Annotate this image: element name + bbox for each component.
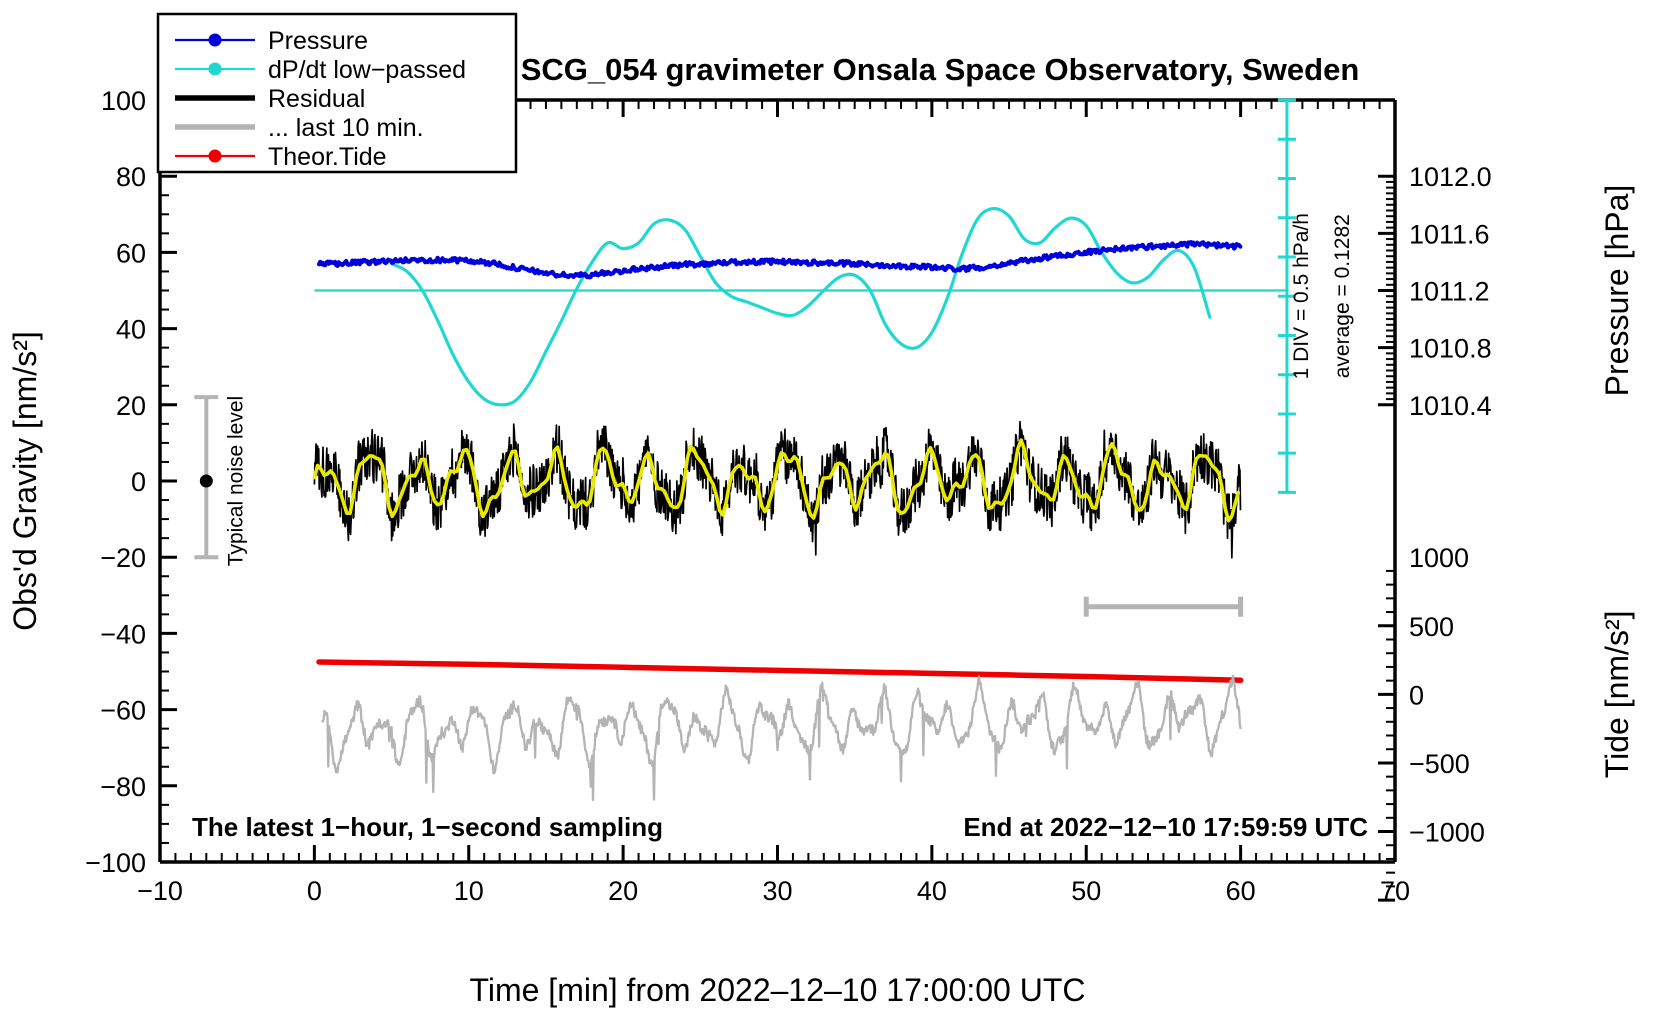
footer-left-label: The latest 1−hour, 1−second sampling (192, 812, 663, 842)
scalebar-div-label: 1 DIV = 0.5 hPa/h (1290, 213, 1313, 379)
pressure-tick-label: 1011.2 (1409, 277, 1490, 307)
tide-tick-label: 0 (1409, 680, 1424, 710)
pressure-tick-label: 1010.8 (1409, 334, 1492, 364)
y-tick-label: 0 (131, 467, 146, 497)
x-tick-label: 10 (454, 876, 484, 906)
y-tick-label: −20 (100, 543, 146, 573)
chart-title: SCG_054 gravimeter Onsala Space Observat… (521, 52, 1360, 87)
x-tick-label: 0 (307, 876, 322, 906)
dpdt-curve (389, 206, 1212, 407)
y-tick-label: −40 (100, 619, 146, 649)
y-tick-label: −80 (100, 772, 146, 802)
y-tick-label: 80 (116, 162, 146, 192)
last10min-curve (321, 674, 1242, 801)
x-axis-label: Time [min] from 2022–12–10 17:00:00 UTC (469, 972, 1085, 1008)
legend-item-label: Theor.Tide (268, 143, 387, 171)
pressure-tick-label: 1012.0 (1409, 162, 1492, 192)
pressure-tick-label: 1011.6 (1409, 219, 1490, 249)
y-tick-label: 60 (116, 238, 146, 268)
pressure-axis-label: Pressure [hPa] (1599, 185, 1635, 397)
tide-axis-label: Tide [nm/s²] (1599, 610, 1635, 778)
tide-tick-label: 500 (1409, 612, 1454, 642)
theoretical-tide-curve (316, 659, 1244, 684)
noise-level-label: Typical noise level (224, 396, 247, 566)
footer-right-label: End at 2022−12−10 17:59:59 UTC (963, 812, 1368, 842)
y-axis-label: Obs'd Gravity [nm/s²] (7, 331, 43, 631)
y-tick-label: 100 (101, 86, 146, 116)
y-tick-label: −100 (85, 848, 146, 878)
legend-marker-dot (208, 62, 222, 76)
scalebar-average-label: average = 0.1282 (1331, 214, 1354, 378)
y-tick-label: 40 (116, 315, 146, 345)
x-tick-label: 40 (917, 876, 947, 906)
tide-tick-label: −1000 (1409, 818, 1485, 848)
pressure-curve (316, 240, 1243, 280)
tide-tick-label: −500 (1409, 749, 1470, 779)
legend-marker-dot (208, 33, 222, 47)
residual-lowpass-curve (312, 438, 1241, 523)
legend-item-label: ... last 10 min. (268, 114, 424, 142)
legend-item-label: dP/dt low−passed (268, 56, 466, 84)
legend-marker-dot (208, 149, 222, 163)
tide-tick-label: 1000 (1409, 543, 1469, 573)
y-tick-label: 20 (116, 391, 146, 421)
legend-item-label: Pressure (268, 27, 368, 55)
x-tick-label: 20 (608, 876, 638, 906)
noise-level-dot (199, 474, 213, 488)
x-tick-label: 60 (1226, 876, 1256, 906)
legend-item-label: Residual (268, 85, 365, 113)
y-tick-label: −60 (100, 696, 146, 726)
residual-noise-curve (313, 420, 1242, 559)
pressure-tick-label: 1010.4 (1409, 391, 1492, 421)
x-tick-label: −10 (137, 876, 183, 906)
x-tick-label: 30 (762, 876, 792, 906)
x-tick-label: 50 (1071, 876, 1101, 906)
